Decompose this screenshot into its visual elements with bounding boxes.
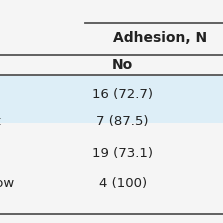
Text: rt: rt — [0, 115, 2, 128]
Text: 7 (87.5): 7 (87.5) — [96, 115, 149, 128]
Text: Adhesion, N: Adhesion, N — [114, 31, 208, 45]
Text: 16 (72.7): 16 (72.7) — [92, 88, 153, 101]
Text: 4 (100): 4 (100) — [99, 178, 147, 190]
Bar — [0, 75, 223, 123]
Text: row: row — [0, 178, 15, 190]
Text: 19 (73.1): 19 (73.1) — [92, 147, 153, 160]
Text: No: No — [112, 58, 133, 72]
